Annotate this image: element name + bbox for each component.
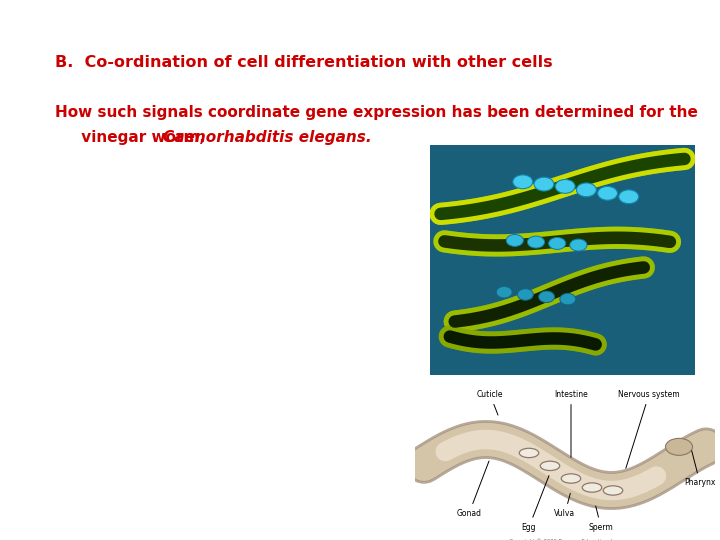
Ellipse shape	[665, 438, 693, 455]
Text: How such signals coordinate gene expression has been determined for the: How such signals coordinate gene express…	[55, 105, 698, 120]
Ellipse shape	[570, 239, 587, 251]
Ellipse shape	[562, 474, 581, 483]
Text: Egg: Egg	[522, 476, 549, 531]
Ellipse shape	[598, 186, 618, 200]
Ellipse shape	[539, 291, 554, 302]
Ellipse shape	[555, 179, 575, 193]
Ellipse shape	[582, 483, 602, 492]
Text: Nervous system: Nervous system	[618, 390, 680, 468]
Text: B.  Co-ordination of cell differentiation with other cells: B. Co-ordination of cell differentiation…	[55, 55, 553, 70]
Ellipse shape	[540, 461, 559, 470]
Ellipse shape	[513, 175, 533, 188]
Ellipse shape	[577, 183, 596, 197]
Ellipse shape	[496, 286, 512, 298]
Ellipse shape	[518, 289, 534, 300]
Ellipse shape	[534, 177, 554, 191]
Text: Gonad: Gonad	[456, 461, 489, 518]
Ellipse shape	[618, 190, 639, 204]
Text: vinegar worm,: vinegar worm,	[55, 130, 210, 145]
Text: Vulva: Vulva	[554, 494, 575, 518]
Text: Pharynx: Pharynx	[684, 451, 716, 488]
Ellipse shape	[549, 238, 566, 249]
Text: Intestine: Intestine	[554, 390, 588, 457]
Ellipse shape	[527, 236, 544, 248]
Ellipse shape	[506, 234, 523, 246]
Text: Sperm: Sperm	[589, 506, 613, 531]
Ellipse shape	[560, 293, 576, 305]
Text: Caenorhabditis elegans.: Caenorhabditis elegans.	[163, 130, 372, 145]
Text: Copyright © 2005 Pearson Education, Inc.: Copyright © 2005 Pearson Education, Inc.	[510, 538, 621, 540]
Ellipse shape	[519, 448, 539, 457]
Text: Cuticle: Cuticle	[477, 390, 503, 415]
Ellipse shape	[603, 486, 623, 495]
